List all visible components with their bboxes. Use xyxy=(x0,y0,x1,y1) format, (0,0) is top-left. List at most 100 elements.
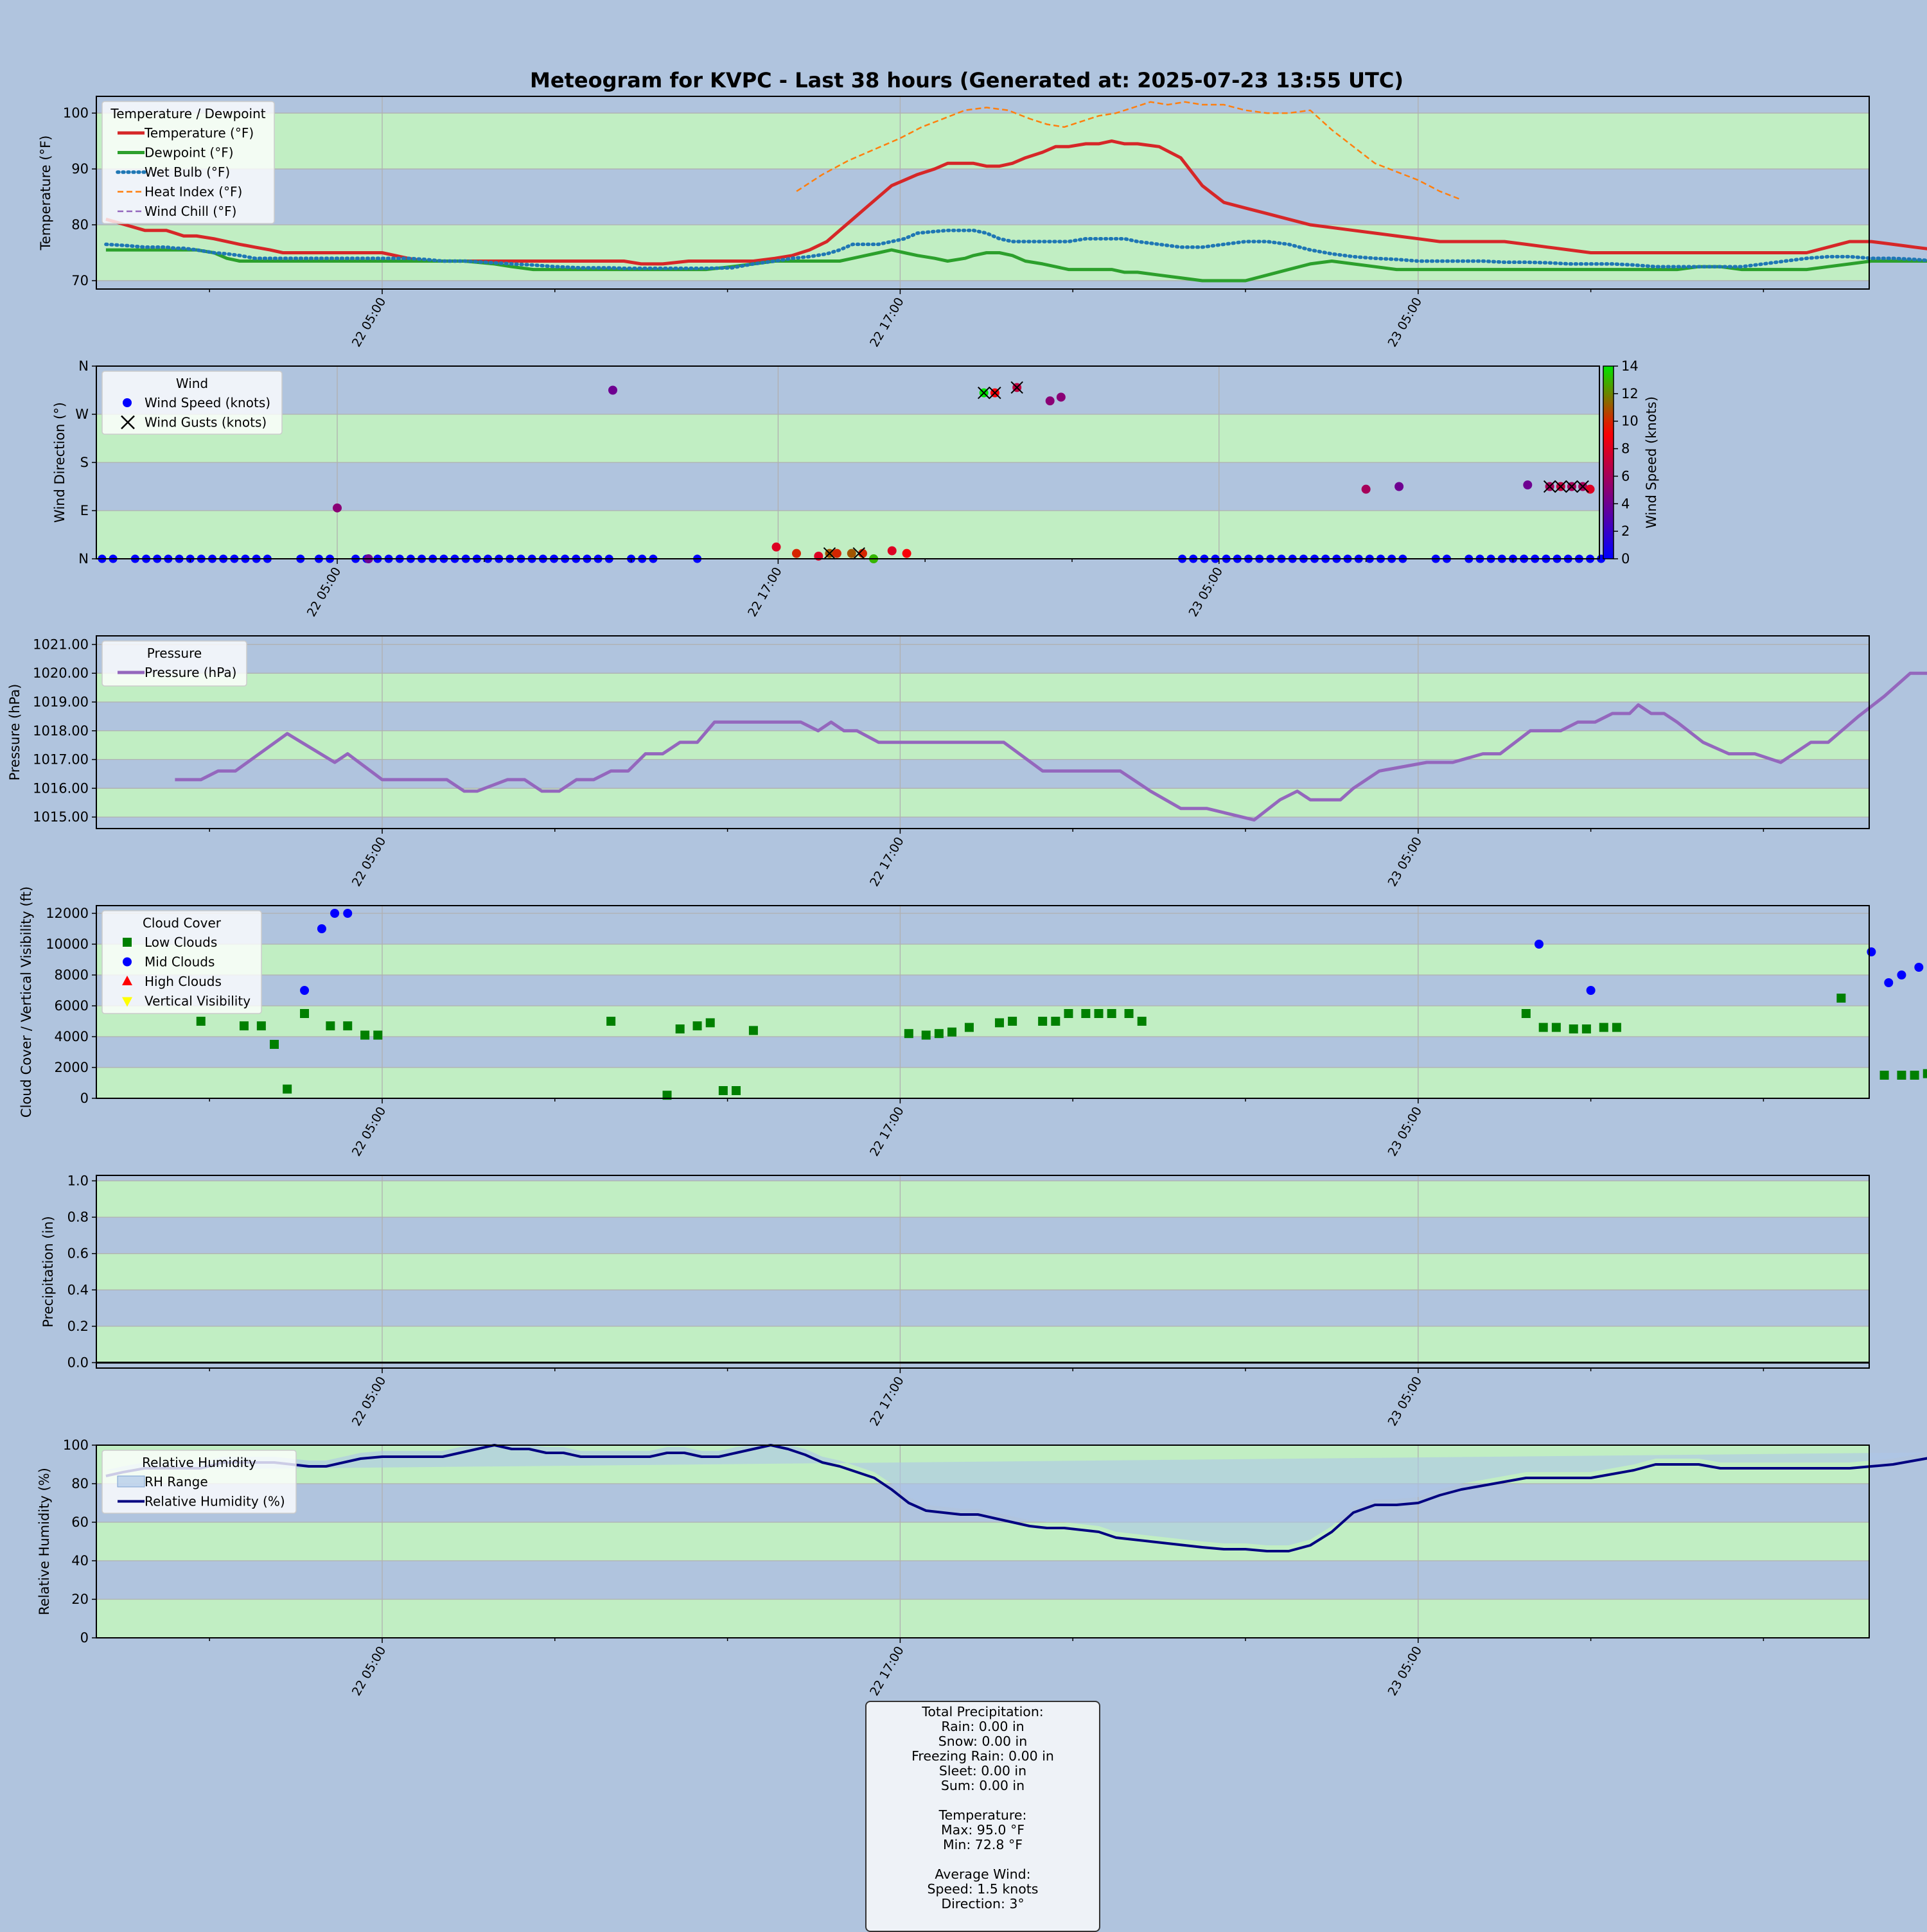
band xyxy=(96,1181,1869,1218)
colorbar-tick-label: 10 xyxy=(1621,414,1639,429)
low-cloud-point xyxy=(1836,994,1846,1003)
low-cloud-point xyxy=(1599,1023,1608,1032)
legend-title: Wind xyxy=(176,376,208,391)
low-cloud-point xyxy=(606,1017,616,1026)
low-cloud-point xyxy=(1538,1023,1548,1032)
low-cloud-point xyxy=(994,1018,1004,1028)
low-cloud-point xyxy=(360,1030,370,1040)
low-cloud-point xyxy=(1612,1023,1621,1032)
wind-speed-point xyxy=(832,549,841,558)
gust-stroke xyxy=(1543,480,1556,493)
band xyxy=(96,1522,1869,1561)
legend-title: Cloud Cover xyxy=(143,915,222,931)
low-cloud-point xyxy=(692,1021,702,1031)
y-axis-label: Pressure (hPa) xyxy=(7,684,22,781)
legend-label: Low Clouds xyxy=(145,935,217,950)
series-heat-line xyxy=(796,101,1462,201)
low-cloud-point xyxy=(1910,1071,1919,1080)
wind-gust-marker xyxy=(823,547,836,560)
low-cloud-point xyxy=(964,1023,974,1032)
wind-speed-point xyxy=(608,385,617,395)
low-cloud-point xyxy=(300,1009,310,1018)
wind-speed-point xyxy=(1523,480,1533,489)
y-tick-label: 100 xyxy=(63,105,89,121)
band xyxy=(96,1599,1869,1638)
band xyxy=(96,414,1599,462)
wind-gust-marker xyxy=(989,386,1001,400)
legend-swatch xyxy=(122,976,132,985)
legend-swatch xyxy=(122,997,132,1007)
rh-line xyxy=(105,1444,1927,1552)
wind-speed-point xyxy=(1585,484,1595,494)
y-tick-label: 2000 xyxy=(55,1060,89,1075)
low-cloud-point xyxy=(718,1086,728,1095)
x-tick-label: 22 17:00 xyxy=(867,1105,907,1159)
y-tick-label: E xyxy=(80,503,89,518)
low-cloud-point xyxy=(662,1091,672,1100)
low-cloud-point xyxy=(256,1021,266,1031)
mid-cloud-point xyxy=(1884,978,1894,987)
y-tick-label: 0.2 xyxy=(67,1319,89,1334)
low-cloud-point xyxy=(196,1017,206,1026)
low-cloud-point xyxy=(705,1018,715,1028)
colorbar-tick-label: 14 xyxy=(1621,358,1639,374)
wind-gust-marker xyxy=(1543,480,1556,493)
x-tick-label: 23 05:00 xyxy=(1386,1644,1425,1699)
low-cloud-point xyxy=(732,1086,741,1095)
wind-speed-point xyxy=(887,546,897,556)
gust-stroke xyxy=(823,547,836,560)
y-axis-label: Temperature (°F) xyxy=(38,136,53,251)
band xyxy=(96,1253,1869,1290)
wind-speed-point xyxy=(333,503,342,513)
x-tick-label: 22 17:00 xyxy=(745,565,785,620)
y-tick-label: 90 xyxy=(71,161,89,177)
low-cloud-point xyxy=(373,1030,383,1040)
legend-label: Mid Clouds xyxy=(145,954,215,970)
y-tick-label: W xyxy=(75,407,89,422)
legend-label: Vertical Visibility xyxy=(145,994,251,1009)
wind-gust-marker xyxy=(978,386,990,400)
band xyxy=(96,788,1869,818)
mid-cloud-point xyxy=(330,909,340,918)
legend-box xyxy=(101,101,275,224)
x-tick-label: 22 05:00 xyxy=(349,835,389,890)
band xyxy=(96,1067,1869,1098)
mid-cloud-point xyxy=(1897,970,1906,979)
y-tick-label: 1019.00 xyxy=(33,694,89,710)
mid-cloud-point xyxy=(300,986,310,995)
wind-speed-point xyxy=(1395,482,1404,491)
rh-range-band xyxy=(105,1445,1927,1545)
low-cloud-point xyxy=(1897,1071,1906,1080)
legend-label: Wet Bulb (°F) xyxy=(145,164,230,180)
series-wet-line xyxy=(104,228,1927,270)
y-tick-label: 80 xyxy=(71,1476,89,1491)
legend-title: Pressure xyxy=(147,645,202,661)
y-tick-label: 12000 xyxy=(46,906,89,921)
axes-frame xyxy=(96,1445,1870,1638)
low-cloud-point xyxy=(1521,1009,1531,1018)
colorbar xyxy=(1603,365,1614,559)
legend-label: Heat Index (°F) xyxy=(145,184,242,200)
wind-speed-point xyxy=(792,549,801,558)
legend-swatch xyxy=(117,1475,145,1488)
y-axis-label: Precipitation (in) xyxy=(40,1216,56,1327)
axes-frame xyxy=(96,905,1870,1099)
wind-gust-marker xyxy=(1565,480,1578,493)
y-tick-label: 0 xyxy=(80,1630,89,1646)
gust-stroke xyxy=(1565,480,1578,493)
panel-relative-humidity: 22 05:00 22 17:00 23 05:00 0 20 40 60 80 100 Rela… xyxy=(37,1437,1927,1698)
colorbar-tick-label: 2 xyxy=(1621,523,1630,539)
legend-swatch xyxy=(123,398,132,407)
legend-swatch xyxy=(121,415,135,430)
wind-speed-point xyxy=(1045,396,1055,406)
y-tick-label: 80 xyxy=(71,217,89,233)
y-tick-label: 70 xyxy=(71,273,89,288)
mid-cloud-point xyxy=(1867,947,1876,956)
wind-speed-point xyxy=(1361,484,1371,494)
wind-gust-marker xyxy=(1576,480,1589,493)
low-cloud-point xyxy=(1081,1009,1091,1018)
x-tick-label: 22 17:00 xyxy=(867,295,907,350)
wind-gust-marker xyxy=(852,547,865,560)
x-tick-label: 23 05:00 xyxy=(1386,295,1425,350)
colorbar-tick-label: 12 xyxy=(1621,386,1639,401)
